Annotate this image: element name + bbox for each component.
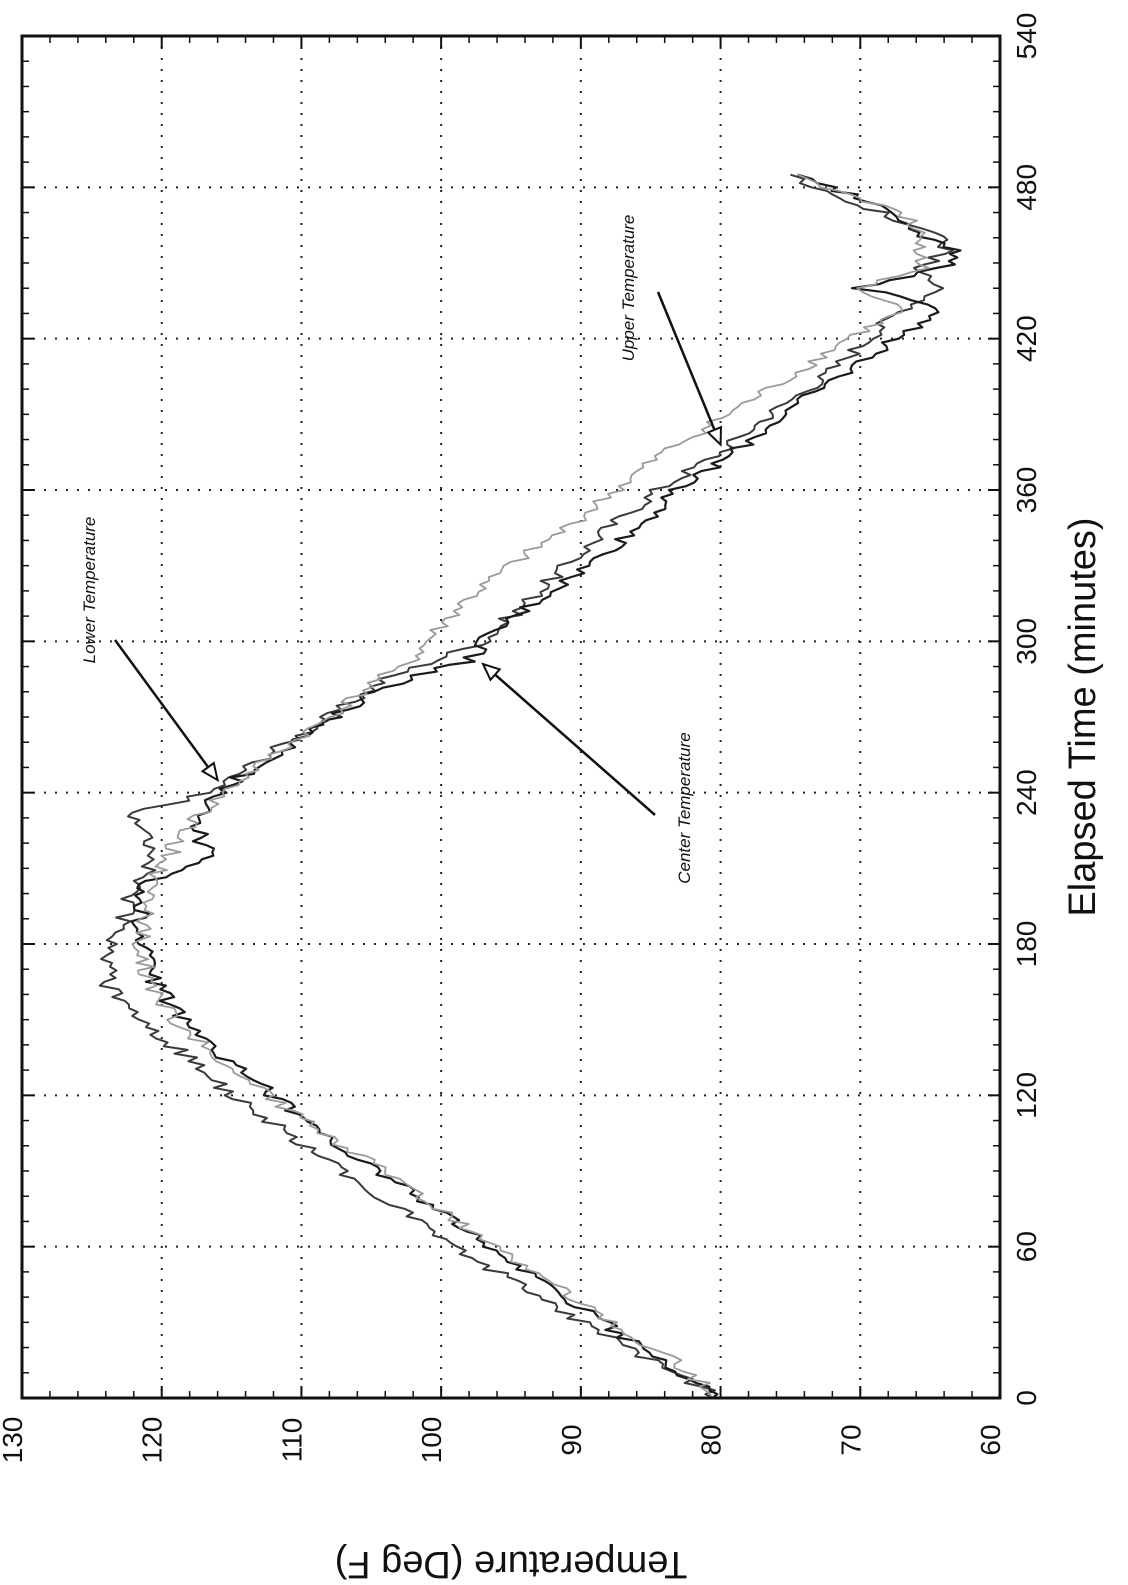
- y-tick-label: 70: [835, 1424, 866, 1455]
- tick-labels: 0 60 120 180 240 300 360 420 480 540 60 70 80 90 100 11…: [0, 13, 1042, 1464]
- annotation-arrow-line: [482, 663, 656, 816]
- plot-frame: [20, 34, 1002, 1400]
- y-tick-label: 120: [137, 1417, 168, 1464]
- x-tick-label: 60: [1011, 1231, 1042, 1262]
- annotation-label-upper: Upper Temperature: [619, 215, 638, 362]
- x-tick-label: 240: [1011, 769, 1042, 816]
- x-tick-label: 420: [1011, 315, 1042, 362]
- x-axis-title: Elapsed Time (minutes): [1062, 517, 1104, 916]
- x-tick-label: 480: [1011, 164, 1042, 211]
- series-line-lower: [98, 173, 954, 1399]
- x-tick-label: 540: [1011, 13, 1042, 60]
- y-tick-label: 110: [276, 1418, 307, 1463]
- x-tick-label: 360: [1011, 467, 1042, 514]
- x-tick-label: 0: [1011, 1390, 1042, 1406]
- y-tick-label: 90: [556, 1424, 587, 1455]
- annotations: Lower Temperature Center Temperature Upper…: [80, 215, 723, 884]
- annotation-label-lower: Lower Temperature: [80, 517, 99, 664]
- y-tick-label: 130: [0, 1417, 28, 1464]
- annotation-arrow-line: [113, 639, 219, 781]
- annotation-label-center: Center Temperature: [675, 732, 694, 884]
- series-line-upper: [131, 173, 930, 1399]
- y-axis-title: Temperature (Deg F): [335, 1543, 688, 1585]
- y-tick-label: 100: [416, 1417, 447, 1464]
- series-line-center: [130, 173, 962, 1399]
- annotation-arrow-line: [656, 291, 722, 446]
- x-tick-label: 120: [1011, 1072, 1042, 1119]
- x-tick-label: 300: [1011, 618, 1042, 665]
- y-tick-label: 80: [696, 1424, 727, 1455]
- data-series: [98, 173, 962, 1399]
- y-tick-label: 60: [975, 1424, 1006, 1455]
- annotation-arrowhead: [200, 761, 220, 783]
- x-tick-label: 180: [1011, 921, 1042, 968]
- annotation-arrowhead: [706, 425, 723, 447]
- annotation-arrowhead: [481, 662, 502, 682]
